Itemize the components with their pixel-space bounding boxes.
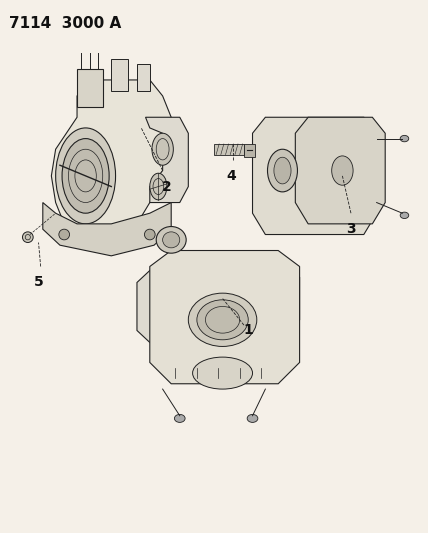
Text: 7114  3000 A: 7114 3000 A	[9, 16, 121, 31]
Ellipse shape	[188, 293, 257, 346]
Bar	[111, 59, 128, 91]
Ellipse shape	[163, 232, 180, 248]
Ellipse shape	[247, 415, 258, 422]
Ellipse shape	[400, 135, 409, 142]
Ellipse shape	[332, 156, 353, 185]
Ellipse shape	[144, 229, 155, 240]
Text: 3: 3	[346, 222, 356, 236]
Ellipse shape	[274, 157, 291, 184]
Polygon shape	[295, 117, 385, 224]
Text: 2: 2	[162, 180, 172, 193]
Polygon shape	[51, 80, 171, 240]
Ellipse shape	[193, 357, 253, 389]
Polygon shape	[77, 69, 103, 107]
Polygon shape	[214, 144, 244, 155]
Polygon shape	[150, 251, 300, 384]
Ellipse shape	[62, 139, 109, 213]
Polygon shape	[146, 117, 188, 203]
Text: 4: 4	[226, 169, 236, 183]
Ellipse shape	[59, 229, 69, 240]
Ellipse shape	[197, 300, 248, 340]
Bar	[244, 144, 255, 157]
Polygon shape	[137, 266, 300, 346]
Ellipse shape	[150, 173, 167, 200]
Ellipse shape	[268, 149, 297, 192]
Polygon shape	[43, 203, 171, 256]
Text: 5: 5	[34, 276, 43, 289]
Polygon shape	[253, 117, 377, 235]
Bar	[137, 64, 150, 91]
Ellipse shape	[175, 415, 185, 422]
Ellipse shape	[400, 212, 409, 219]
Ellipse shape	[23, 232, 33, 243]
Text: 1: 1	[244, 324, 253, 337]
Ellipse shape	[56, 128, 116, 224]
Ellipse shape	[156, 227, 186, 253]
Ellipse shape	[152, 133, 173, 165]
